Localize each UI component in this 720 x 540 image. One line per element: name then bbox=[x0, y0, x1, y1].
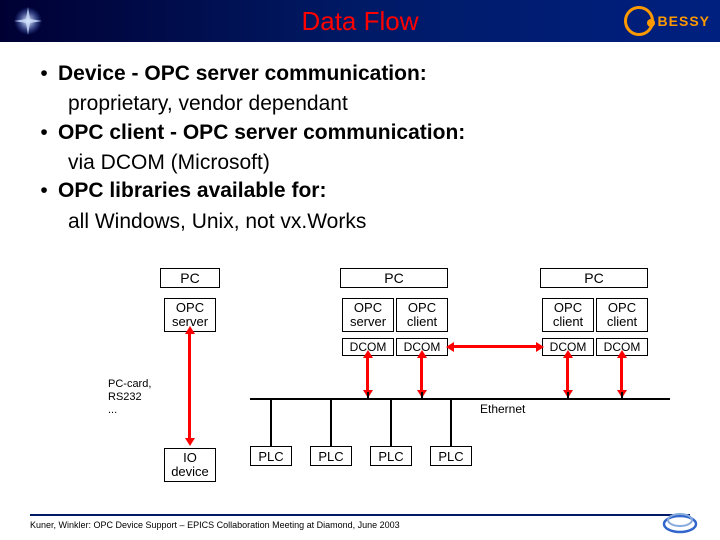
slide-title: Data Flow bbox=[301, 6, 418, 37]
eth-up bbox=[421, 392, 423, 398]
arrow-head-icon bbox=[536, 342, 544, 352]
arrow-dcom2-eth bbox=[420, 356, 423, 392]
bullet-dot: • bbox=[30, 60, 58, 88]
bullet-2-sub: via DCOM (Microsoft) bbox=[30, 149, 690, 177]
content-area: • Device - OPC server communication: pro… bbox=[0, 42, 720, 236]
footer-logo-icon bbox=[660, 510, 700, 534]
bullet-1: • Device - OPC server communication: bbox=[30, 60, 690, 88]
pc2-box: PC bbox=[340, 268, 448, 288]
dataflow-diagram: PC OPC server PC-card, RS232 ... IO devi… bbox=[110, 268, 690, 498]
arrow-dcom3-eth bbox=[566, 356, 569, 392]
bessy-logo-text: BESSY bbox=[658, 13, 710, 29]
eth-up bbox=[367, 392, 369, 398]
arrow-server1-io bbox=[188, 332, 191, 440]
pc1-box: PC bbox=[160, 268, 220, 288]
io-device-box: IO device bbox=[164, 448, 216, 482]
eth-drop-2 bbox=[330, 398, 332, 446]
opc-client2-box: OPC client bbox=[542, 298, 594, 332]
footer-text: Kuner, Winkler: OPC Device Support – EPI… bbox=[30, 520, 400, 530]
opc-server2-box: OPC server bbox=[342, 298, 394, 332]
arrow-dcom-horiz bbox=[452, 345, 538, 348]
pc3-box: PC bbox=[540, 268, 648, 288]
plc4-box: PLC bbox=[430, 446, 472, 466]
slide-footer: Kuner, Winkler: OPC Device Support – EPI… bbox=[30, 514, 690, 530]
bullet-3-sub: all Windows, Unix, not vx.Works bbox=[30, 208, 690, 236]
eth-drop-1 bbox=[270, 398, 272, 446]
arrow-head-icon bbox=[185, 438, 195, 446]
bullet-2-title: OPC client - OPC server communication: bbox=[58, 119, 465, 147]
ethernet-bus bbox=[250, 398, 670, 400]
bullet-3-title: OPC libraries available for: bbox=[58, 177, 326, 205]
bullet-list: • Device - OPC server communication: pro… bbox=[30, 60, 690, 236]
bullet-3: • OPC libraries available for: bbox=[30, 177, 690, 205]
eth-up bbox=[621, 392, 623, 398]
ethernet-label: Ethernet bbox=[480, 402, 525, 416]
bullet-dot: • bbox=[30, 177, 58, 205]
plc3-box: PLC bbox=[370, 446, 412, 466]
eth-drop-3 bbox=[390, 398, 392, 446]
header-star-icon bbox=[8, 4, 58, 38]
arrow-head-icon bbox=[363, 350, 373, 358]
bullet-2: • OPC client - OPC server communication: bbox=[30, 119, 690, 147]
opc-client3-box: OPC client bbox=[596, 298, 648, 332]
bullet-dot: • bbox=[30, 119, 58, 147]
eth-up bbox=[567, 392, 569, 398]
arrow-head-icon bbox=[446, 342, 454, 352]
bessy-ring-icon bbox=[624, 6, 654, 36]
arrow-head-icon bbox=[417, 350, 427, 358]
bessy-logo: BESSY bbox=[624, 6, 710, 36]
eth-drop-4 bbox=[450, 398, 452, 446]
opc-client1-box: OPC client bbox=[396, 298, 448, 332]
plc1-box: PLC bbox=[250, 446, 292, 466]
pc-card-label: PC-card, RS232 ... bbox=[108, 378, 151, 418]
bullet-1-sub: proprietary, vendor dependant bbox=[30, 90, 690, 118]
bullet-1-title: Device - OPC server communication: bbox=[58, 60, 427, 88]
arrow-head-icon bbox=[617, 350, 627, 358]
arrow-dcom4-eth bbox=[620, 356, 623, 392]
arrow-head-icon bbox=[185, 326, 195, 334]
arrow-dcom1-eth bbox=[366, 356, 369, 392]
slide-header: Data Flow BESSY bbox=[0, 0, 720, 42]
plc2-box: PLC bbox=[310, 446, 352, 466]
arrow-head-icon bbox=[563, 350, 573, 358]
